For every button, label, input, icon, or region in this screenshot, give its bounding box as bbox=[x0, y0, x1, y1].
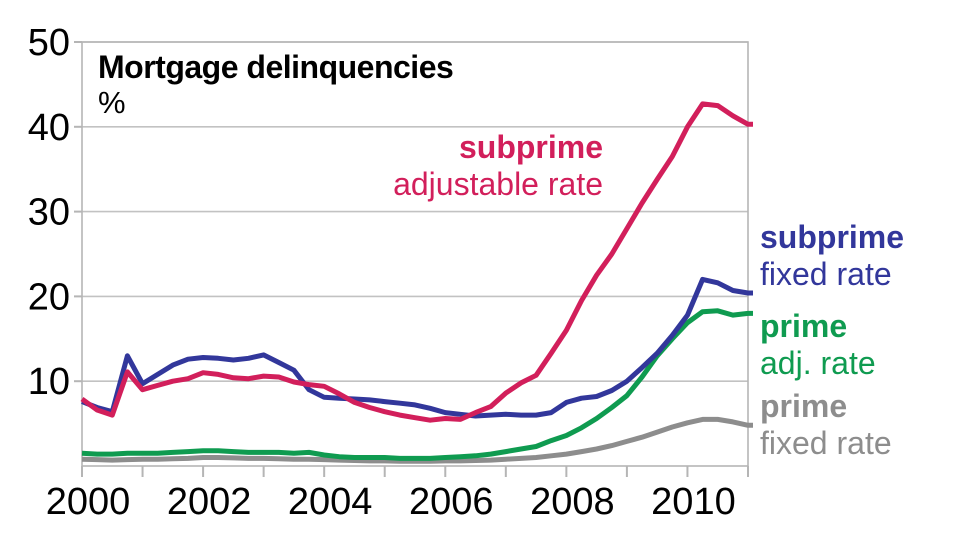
plot-border bbox=[81, 41, 749, 467]
series-label-subprime-adjustable: subprime adjustable rate bbox=[393, 129, 603, 203]
series-label-subprime-fixed-line1: subprime bbox=[760, 219, 905, 255]
series-label-subprime-fixed-line2: fixed rate bbox=[760, 256, 892, 292]
line-prime_arm bbox=[81, 308, 753, 461]
chart-title: Mortgage delinquencies bbox=[98, 49, 454, 85]
series-label-subprime-fixed: subprime fixed rate bbox=[760, 219, 904, 293]
series-label-prime-adjustable: prime adj. rate bbox=[760, 308, 876, 382]
x-tick-label-2004: 2004 bbox=[288, 481, 373, 523]
x-tick-label-2000: 2000 bbox=[46, 481, 131, 523]
y-tick-label-30: 30 bbox=[28, 192, 70, 234]
y-tick-label-40: 40 bbox=[28, 107, 70, 149]
series-label-subprime-adjustable-line2: adjustable rate bbox=[393, 166, 603, 202]
series-label-prime-adjustable-line1: prime bbox=[760, 308, 848, 344]
line-prime_fixed bbox=[81, 416, 753, 464]
series-label-prime-fixed: prime fixed rate bbox=[760, 388, 892, 462]
y-axis-unit-label: % bbox=[98, 85, 126, 120]
line-subprime_fixed bbox=[81, 276, 753, 419]
x-tick-label-2008: 2008 bbox=[530, 481, 615, 523]
series-label-subprime-adjustable-line1: subprime bbox=[458, 129, 603, 165]
x-tick-label-2002: 2002 bbox=[167, 481, 252, 523]
y-tick-label-20: 20 bbox=[28, 276, 70, 318]
series-label-prime-fixed-line2: fixed rate bbox=[760, 425, 892, 461]
series-label-prime-fixed-line1: prime bbox=[760, 388, 848, 424]
x-tick-label-2006: 2006 bbox=[409, 481, 494, 523]
y-tick-label-10: 10 bbox=[28, 361, 70, 403]
y-tick-label-50: 50 bbox=[28, 22, 70, 64]
series-label-prime-adjustable-line2: adj. rate bbox=[760, 345, 876, 381]
line-subprime_arm bbox=[80, 101, 753, 423]
x-tick-label-2010: 2010 bbox=[651, 481, 736, 523]
